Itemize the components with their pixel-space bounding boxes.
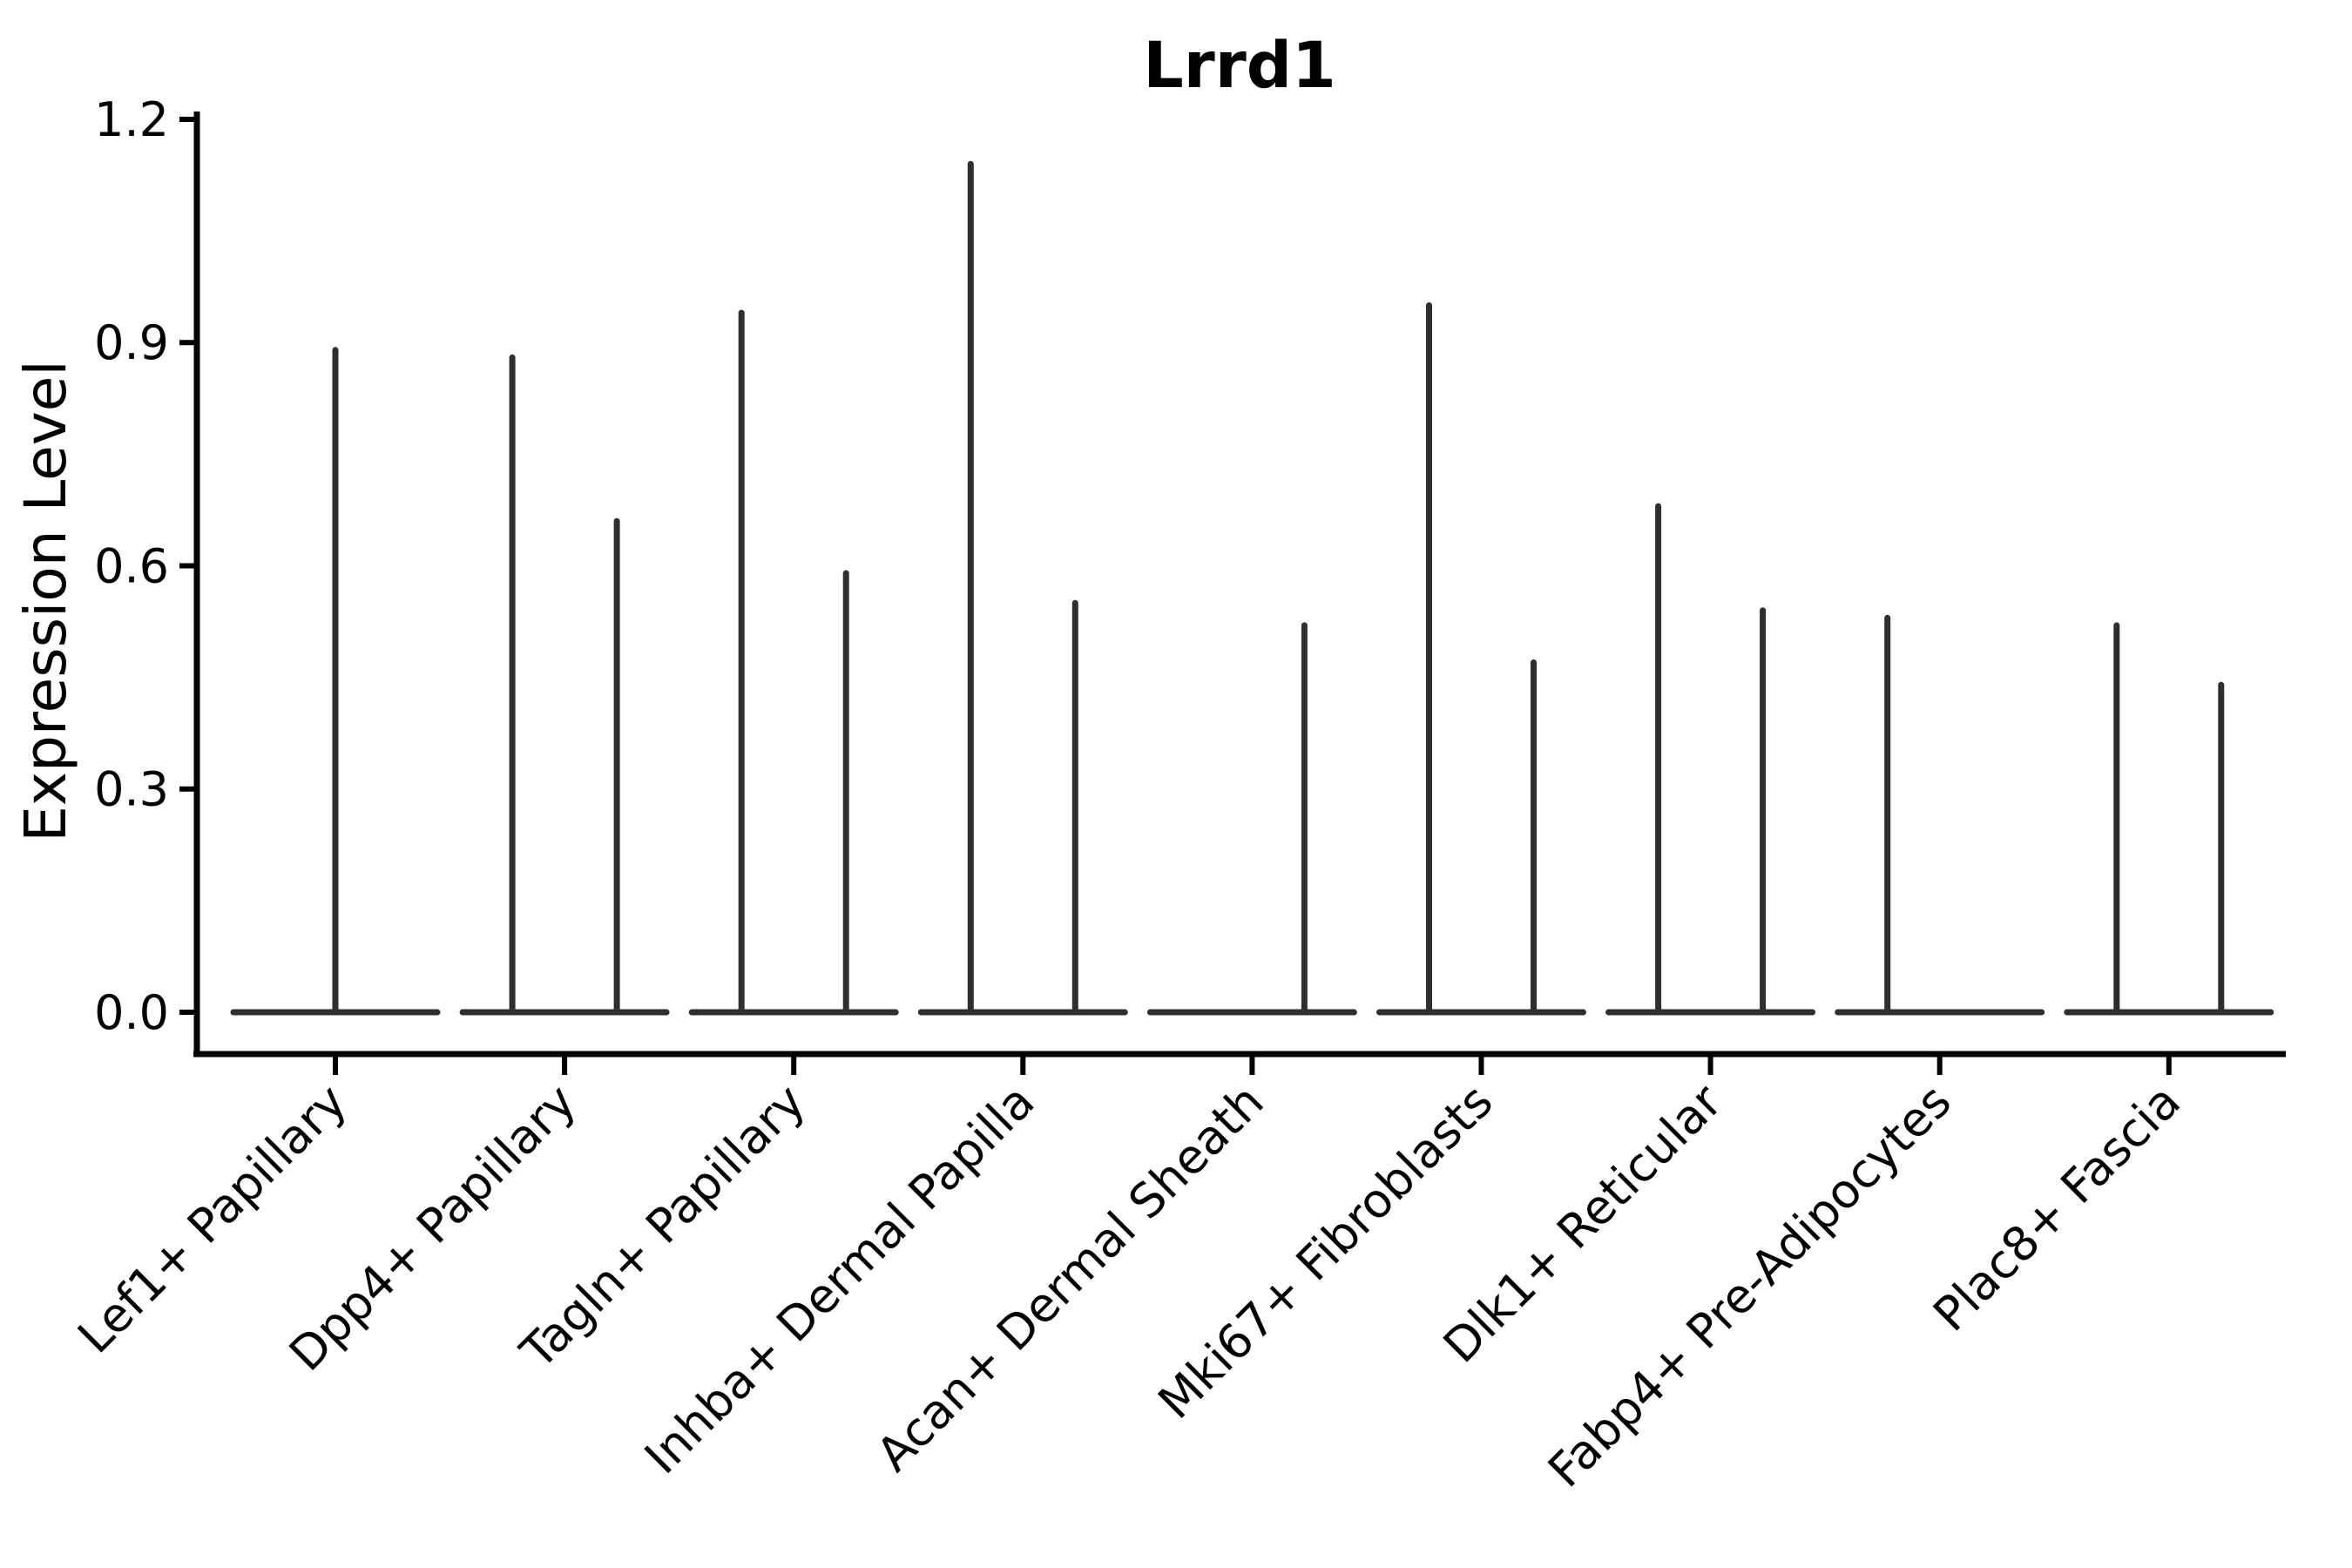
y-tick-label: 1.2: [94, 92, 169, 147]
y-tick-label: 0.9: [94, 315, 169, 370]
violins: [230, 160, 2274, 1016]
x-tick-label: Acan+ Dermal Sheath: [866, 1074, 1274, 1482]
chart-title: Lrrd1: [1143, 29, 1336, 103]
x-tick-label: Plac8+ Fascia: [1923, 1074, 2191, 1342]
y-tick-label: 0.0: [94, 985, 169, 1040]
x-tick-label: Fabp4+ Pre-Adipocytes: [1538, 1074, 1962, 1498]
x-tick-label: Inhba+ Dermal Papilla: [634, 1074, 1044, 1484]
y-tick-label: 0.3: [94, 762, 169, 817]
y-tick-label: 0.6: [94, 538, 169, 593]
axes: [193, 112, 2286, 1058]
y-axis-ticks: 0.0 0.3 0.6 0.9 1.2: [94, 92, 197, 1040]
y-axis-label: Expression Level: [12, 360, 79, 841]
